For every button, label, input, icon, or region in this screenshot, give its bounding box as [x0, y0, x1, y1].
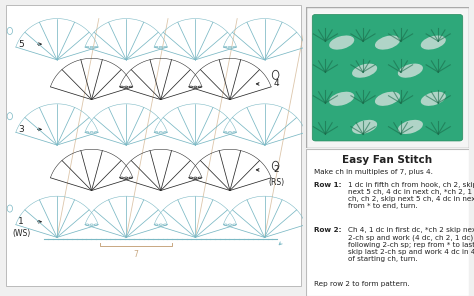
Ellipse shape [398, 120, 423, 134]
Text: Row 1:: Row 1: [314, 182, 341, 188]
Text: (WS): (WS) [12, 229, 30, 238]
Text: 7: 7 [134, 250, 138, 259]
Ellipse shape [421, 36, 446, 50]
FancyBboxPatch shape [306, 149, 469, 296]
Ellipse shape [375, 92, 400, 106]
FancyBboxPatch shape [306, 7, 469, 148]
Text: 1: 1 [18, 217, 24, 226]
FancyBboxPatch shape [6, 5, 301, 286]
FancyBboxPatch shape [312, 15, 463, 141]
Text: (RS): (RS) [268, 178, 284, 187]
Text: 5: 5 [18, 40, 24, 49]
Text: Rep row 2 to form pattern.: Rep row 2 to form pattern. [314, 281, 410, 287]
Ellipse shape [352, 120, 377, 134]
Text: 4: 4 [273, 79, 279, 89]
Ellipse shape [329, 36, 354, 50]
Ellipse shape [352, 64, 377, 78]
Ellipse shape [329, 92, 354, 106]
Ellipse shape [421, 92, 446, 106]
Text: 1 dc in fifth ch from hook, ch 2, skip
next 5 ch, 4 dc in next ch, *ch 2, 1 dc i: 1 dc in fifth ch from hook, ch 2, skip n… [348, 182, 474, 209]
Text: 2: 2 [273, 165, 279, 174]
Text: Row 2:: Row 2: [314, 227, 341, 233]
Text: Make ch in multiples of 7, plus 4.: Make ch in multiples of 7, plus 4. [314, 168, 433, 175]
Ellipse shape [375, 36, 400, 50]
Ellipse shape [398, 64, 423, 78]
Text: Easy Fan Stitch: Easy Fan Stitch [342, 155, 433, 165]
Text: Ch 4, 1 dc in first dc, *ch 2 skip next
2-ch sp and work (4 dc, ch 2, 1 dc) all : Ch 4, 1 dc in first dc, *ch 2 skip next … [348, 227, 474, 262]
FancyBboxPatch shape [312, 13, 463, 142]
Text: 3: 3 [18, 125, 24, 134]
